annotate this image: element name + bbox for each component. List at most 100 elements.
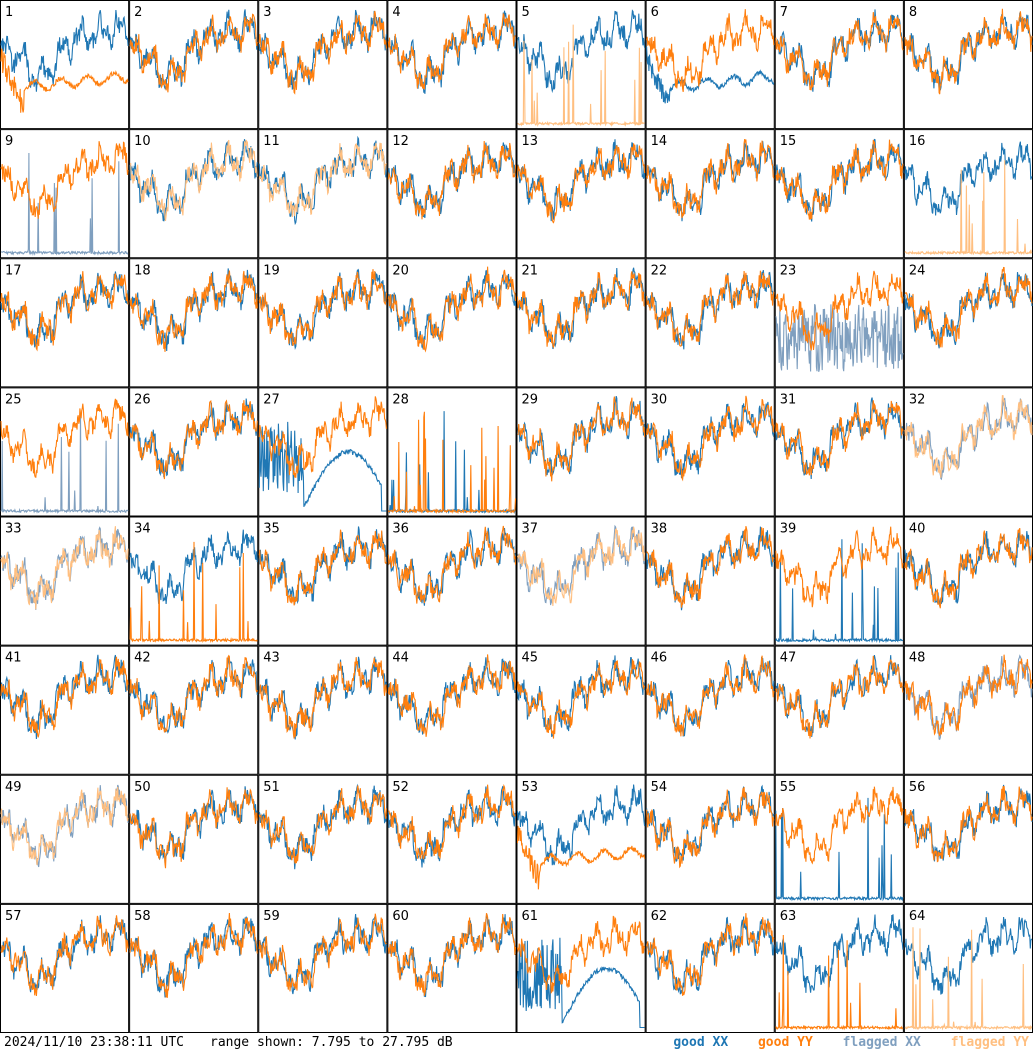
antenna-panel-60: 60 [387,903,517,1033]
antenna-panel-61: 61 [516,903,646,1033]
series-line-yy [387,654,517,737]
antenna-panel-21: 21 [516,258,646,388]
panel-frame [516,645,646,775]
antenna-panel-31: 31 [774,387,904,517]
antenna-panel-19: 19 [258,258,388,388]
series-line-xx [129,916,258,998]
antenna-panel-27: 27 [258,387,388,517]
series-line-yy [0,786,129,866]
series-line-yy [387,525,517,604]
series-line-xx [516,267,646,350]
series-line-yy [516,825,646,890]
antenna-panel-38: 38 [645,516,775,646]
panel-frame [129,129,259,259]
panel-number-label: 49 [5,780,22,795]
series-line-yy [0,271,129,352]
series-line-yy [646,270,775,347]
panel-number-label: 24 [909,263,926,278]
panel-number-label: 37 [522,522,539,537]
panel-number-label: 42 [134,651,151,666]
series-line-xx [0,152,129,256]
panel-frame [258,903,388,1033]
antenna-panel-55: 55 [774,774,904,904]
panel-number-label: 48 [909,651,926,666]
antenna-panel-10: 10 [129,129,259,259]
antenna-panel-33: 33 [0,516,130,646]
series-line-yy [0,656,129,738]
panel-number-label: 18 [134,263,151,278]
panel-number-label: 6 [651,5,659,20]
panel-frame [774,129,904,259]
panel-frame [0,903,130,1033]
antenna-panel-16: 16 [903,129,1033,259]
series-line-yy [904,927,1033,1031]
series-line-xx [0,413,129,515]
antenna-panel-52: 52 [387,774,517,904]
series-line-yy [0,48,129,113]
antenna-panel-39: 39 [774,516,904,646]
series-line-xx [516,9,646,94]
panel-number-label: 38 [651,522,668,537]
panel-number-label: 45 [522,651,539,666]
series-line-xx [516,937,645,1029]
panel-number-label: 23 [780,263,797,278]
series-line-yy [387,411,517,515]
panel-number-label: 55 [780,780,797,795]
antenna-panel-11: 11 [258,129,388,259]
series-line-yy [387,12,516,90]
series-line-yy [904,160,1033,256]
series-line-yy [775,270,904,351]
panel-number-label: 5 [522,5,530,20]
series-line-yy [646,9,775,93]
series-line-xx [775,914,904,993]
series-line-yy [516,143,646,224]
antenna-panel-2: 2 [129,0,259,130]
antenna-panel-22: 22 [645,258,775,388]
panel-number-label: 3 [263,5,271,20]
series-line-yy [129,270,258,352]
range-readout: range shown: 7.795 to 27.795 dB [210,1033,453,1053]
panel-number-label: 26 [134,392,151,407]
legend-good-yy: good YY [757,1035,813,1050]
panel-number-label: 36 [392,522,409,537]
panel-number-label: 43 [263,651,280,666]
series-line-yy [646,139,775,219]
range-value: 7.795 to 27.795 dB [311,1035,453,1050]
series-line-yy [775,12,904,91]
legend: good XX good YY flagged XX flagged YY [651,1033,1029,1053]
series-line-yy [0,398,129,478]
panel-frame [387,0,517,130]
antenna-panel-6: 6 [645,0,775,130]
antenna-panel-18: 18 [129,258,259,388]
panel-frame [774,0,904,130]
series-line-xx [646,270,775,350]
series-line-yy [129,787,258,869]
series-line-xx [646,784,775,862]
panel-number-label: 33 [5,522,22,537]
panel-number-label: 64 [909,909,926,924]
series-line-xx [387,657,517,735]
antenna-panel-23: 23 [774,258,904,388]
footer-bar: 2024/11/10 23:38:11 UTC range shown: 7.7… [0,1033,1033,1053]
antenna-panel-24: 24 [903,258,1033,388]
antenna-panel-30: 30 [645,387,775,517]
panel-number-label: 9 [5,134,13,149]
antenna-panel-29: 29 [516,387,646,517]
panel-frame [516,129,646,259]
antenna-panel-43: 43 [258,645,388,775]
panel-frame [0,258,130,388]
panel-number-label: 62 [651,909,668,924]
series-line-yy [517,24,645,127]
panel-number-label: 56 [909,780,926,795]
antenna-panel-47: 47 [774,645,904,775]
panel-number-label: 61 [522,909,539,924]
panel-number-label: 39 [780,522,797,537]
antenna-panel-3: 3 [258,0,388,130]
panel-number-label: 28 [392,392,409,407]
series-line-yy [258,269,387,346]
panel-number-label: 14 [651,134,668,149]
panel-number-label: 63 [780,909,797,924]
panel-frame [774,387,904,517]
series-line-yy [129,912,258,998]
antenna-panel-12: 12 [387,129,517,259]
